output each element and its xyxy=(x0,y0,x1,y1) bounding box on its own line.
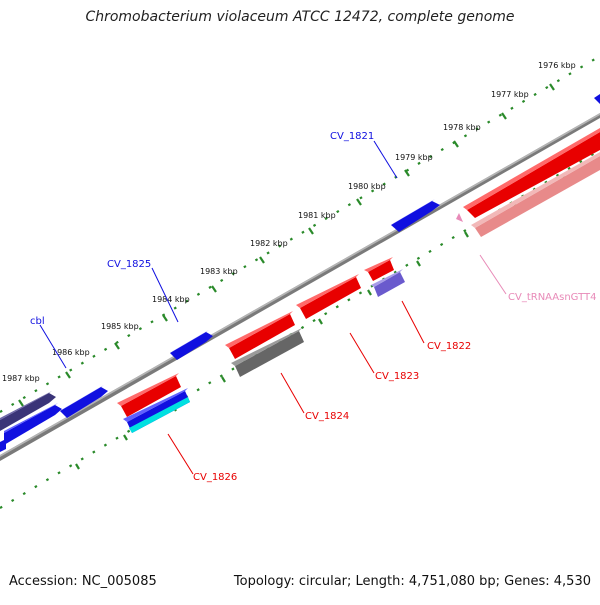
leader-cv1826 xyxy=(167,433,194,475)
scale-label: 1983 kbp xyxy=(200,267,238,276)
scale-label: 1977 kbp xyxy=(491,90,529,99)
gene-label-cv1822[interactable]: CV_1822 xyxy=(427,341,471,352)
gene-label-cv1825[interactable]: CV_1825 xyxy=(107,259,151,270)
scale-label: 1976 kbp xyxy=(538,61,576,70)
leader-cv1823 xyxy=(349,332,375,374)
gene-feature-cv1821[interactable] xyxy=(391,199,440,232)
gene-label-group: CV_1821 CV_1825 cbl CV_1822 CV_1823 CV_1… xyxy=(30,131,596,483)
gene-feature-upstream-blue[interactable] xyxy=(4,403,62,445)
gene-feature-cv1823[interactable] xyxy=(296,274,361,319)
scale-label: 1979 kbp xyxy=(395,153,433,162)
scale-label: 1985 kbp xyxy=(101,322,139,331)
gene-label-cv1824[interactable]: CV_1824 xyxy=(305,411,349,422)
leader-cv1822 xyxy=(401,300,425,344)
outer-major-ticks xyxy=(18,83,555,407)
leader-cv1825 xyxy=(151,267,179,323)
gene-label-cv1826[interactable]: CV_1826 xyxy=(193,472,237,483)
gene-feature-top-right[interactable] xyxy=(594,94,600,104)
scale-label: 1986 kbp xyxy=(52,348,90,357)
gene-feature-cv1824-gray[interactable] xyxy=(231,328,304,377)
scale-labels: 1976 kbp 1977 kbp 1978 kbp 1979 kbp 1980… xyxy=(2,61,576,383)
gene-feature-cv1825[interactable] xyxy=(170,330,213,360)
leader-cv1821 xyxy=(373,140,398,179)
trna-marker-icon xyxy=(456,213,463,222)
gene-feature-cbl[interactable] xyxy=(60,385,108,418)
gene-feature-cv1826-red[interactable] xyxy=(117,373,181,417)
gene-feature-cv1826-gradient[interactable] xyxy=(123,388,190,433)
gene-label-cv1823[interactable]: CV_1823 xyxy=(375,371,419,382)
label-leaders xyxy=(39,140,507,475)
scale-label: 1981 kbp xyxy=(298,211,336,220)
leader-cbl xyxy=(39,324,67,369)
scale-label: 1987 kbp xyxy=(2,374,40,383)
genome-summary: Topology: circular; Length: 4,751,080 bp… xyxy=(233,574,591,589)
forward-genes xyxy=(0,94,600,452)
gene-feature-large-red[interactable] xyxy=(463,128,600,218)
outer-tick-ring xyxy=(0,55,600,413)
gene-feature-cv1824-red[interactable] xyxy=(225,311,295,359)
gene-feature-upstream-dark[interactable] xyxy=(0,391,56,431)
gene-label-cv1821[interactable]: CV_1821 xyxy=(330,131,374,142)
gene-feature-trna-pale[interactable] xyxy=(471,152,600,237)
gene-label-cbl[interactable]: cbl xyxy=(30,316,45,327)
gene-feature-edge[interactable] xyxy=(0,439,6,452)
backbone xyxy=(0,113,600,461)
map-title: Chromobacterium violaceum ATCC 12472, co… xyxy=(85,9,515,25)
gene-label-trna[interactable]: CV_tRNAAsnGTT4 xyxy=(508,292,596,303)
scale-label: 1984 kbp xyxy=(152,295,190,304)
leader-trna xyxy=(479,254,507,295)
leader-cv1824 xyxy=(280,372,305,414)
reverse-genes xyxy=(117,128,600,433)
scale-label: 1980 kbp xyxy=(348,182,386,191)
scale-label: 1978 kbp xyxy=(443,123,481,132)
gene-feature-cv1822-a[interactable] xyxy=(364,257,394,281)
scale-label: 1982 kbp xyxy=(250,239,288,248)
accession-label: Accession: NC_005085 xyxy=(9,574,157,589)
gene-feature-cv1822-b[interactable] xyxy=(371,269,405,297)
